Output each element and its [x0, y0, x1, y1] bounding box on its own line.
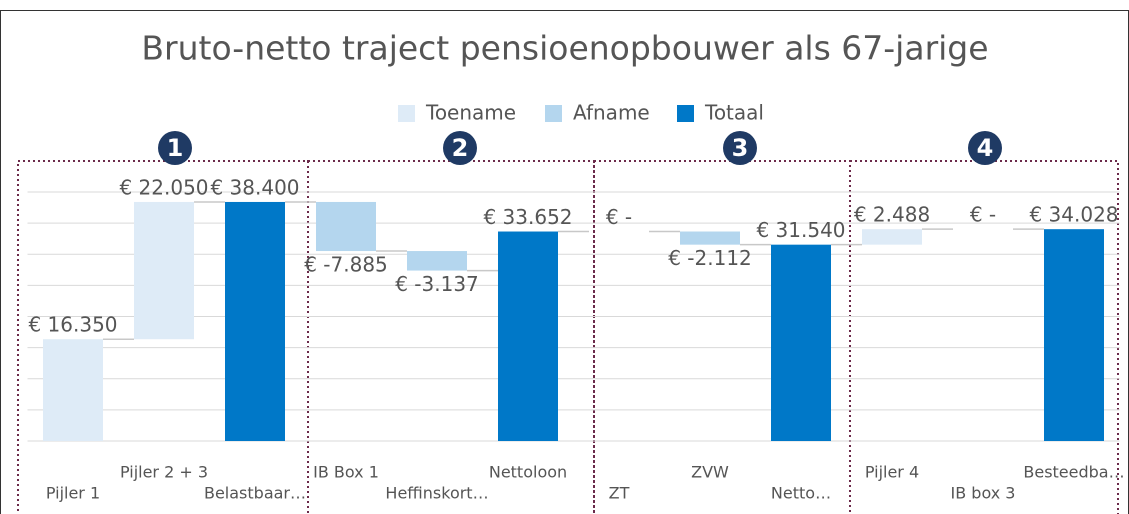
section-marker: [968, 131, 1002, 165]
x-tick-label: ZT: [609, 484, 630, 503]
chart-title: Bruto-netto traject pensioenopbouwer als…: [141, 29, 988, 68]
value-label: € 2.488: [854, 203, 930, 227]
value-label: € 22.050: [119, 175, 208, 199]
legend-swatch: [398, 105, 415, 122]
bar: [862, 229, 922, 245]
value-label: € 33.652: [483, 205, 572, 229]
x-tick-label: Netto…: [771, 484, 831, 503]
x-tick-label: Belastbaar…: [204, 484, 306, 503]
section-number: 2: [452, 134, 469, 162]
bar: [43, 339, 103, 441]
value-label: € 31.540: [756, 218, 845, 242]
bar: [407, 251, 467, 271]
legend-label: Toename: [425, 101, 516, 125]
section-number: 1: [167, 134, 184, 162]
bar: [316, 201, 376, 252]
section-boxes: [17, 160, 1119, 514]
value-label: € -2.112: [668, 246, 752, 270]
bar: [225, 201, 285, 441]
x-tick-label: Pijler 1: [46, 484, 100, 503]
value-label: € 38.400: [210, 175, 299, 199]
value-label: € 16.350: [28, 313, 117, 337]
section-marker: [723, 131, 757, 165]
x-tick-label: IB box 3: [951, 484, 1016, 503]
value-label: € -7.885: [304, 253, 388, 277]
x-tick-label: IB Box 1: [313, 463, 379, 482]
legend-label: Afname: [573, 101, 650, 125]
x-tick-label: Besteedba…: [1023, 463, 1124, 482]
bar: [771, 244, 831, 441]
value-label: € -3.137: [395, 272, 479, 296]
x-tick-label: ZVW: [691, 463, 729, 482]
section-number: 4: [977, 134, 994, 162]
section-box: [849, 160, 1119, 514]
section-marker: [158, 131, 192, 165]
x-tick-label: Nettoloon: [489, 463, 567, 482]
x-tick-label: Heffinskort…: [385, 484, 488, 503]
legend-swatch: [545, 105, 562, 122]
value-label: € -: [606, 205, 632, 229]
bar: [1044, 229, 1104, 441]
bar: [134, 201, 194, 340]
bar: [498, 231, 558, 441]
section-number: 3: [732, 134, 749, 162]
legend-label: Totaal: [704, 101, 764, 125]
x-tick-label: Pijler 4: [865, 463, 919, 482]
legend-swatch: [677, 105, 694, 122]
value-label: € -: [970, 203, 996, 227]
section-marker: [443, 131, 477, 165]
value-label: € 34.028: [1029, 203, 1118, 227]
x-tick-label: Pijler 2 + 3: [120, 463, 208, 482]
bar: [680, 231, 740, 245]
